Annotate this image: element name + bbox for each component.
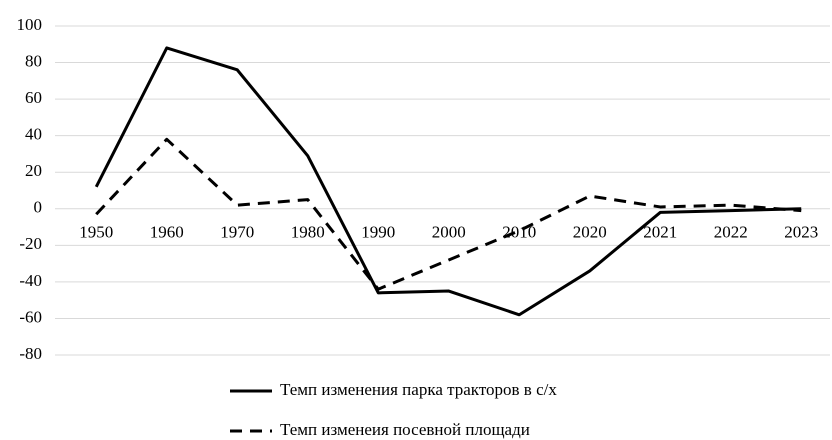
y-tick-label: 100	[17, 15, 43, 34]
x-tick-label: 2020	[573, 223, 607, 242]
y-tick-label: -80	[19, 344, 42, 363]
y-tick-label: -60	[19, 307, 42, 326]
x-tick-label: 1980	[291, 223, 325, 242]
x-tick-label: 1960	[150, 223, 184, 242]
y-tick-label: 20	[25, 161, 42, 180]
y-tick-label: 40	[25, 125, 42, 144]
y-tick-label: -40	[19, 271, 42, 290]
legend-label: Темп изменеия посевной площади	[280, 420, 530, 439]
x-tick-label: 1950	[79, 223, 113, 242]
y-tick-label: 0	[34, 198, 43, 217]
series-line	[95, 137, 802, 291]
x-tick-label: 1970	[220, 223, 254, 242]
x-tick-label: 2000	[432, 223, 466, 242]
x-tick-label: 2021	[643, 223, 677, 242]
x-tick-label: 2023	[784, 223, 818, 242]
y-tick-label: -20	[19, 234, 42, 253]
y-tick-label: 60	[25, 88, 42, 107]
x-tick-label: 1990	[361, 223, 395, 242]
legend-label: Темп изменения парка тракторов в с/х	[280, 380, 557, 399]
y-tick-label: 80	[25, 51, 42, 70]
series-line	[94, 46, 802, 317]
x-tick-label: 2022	[714, 223, 748, 242]
